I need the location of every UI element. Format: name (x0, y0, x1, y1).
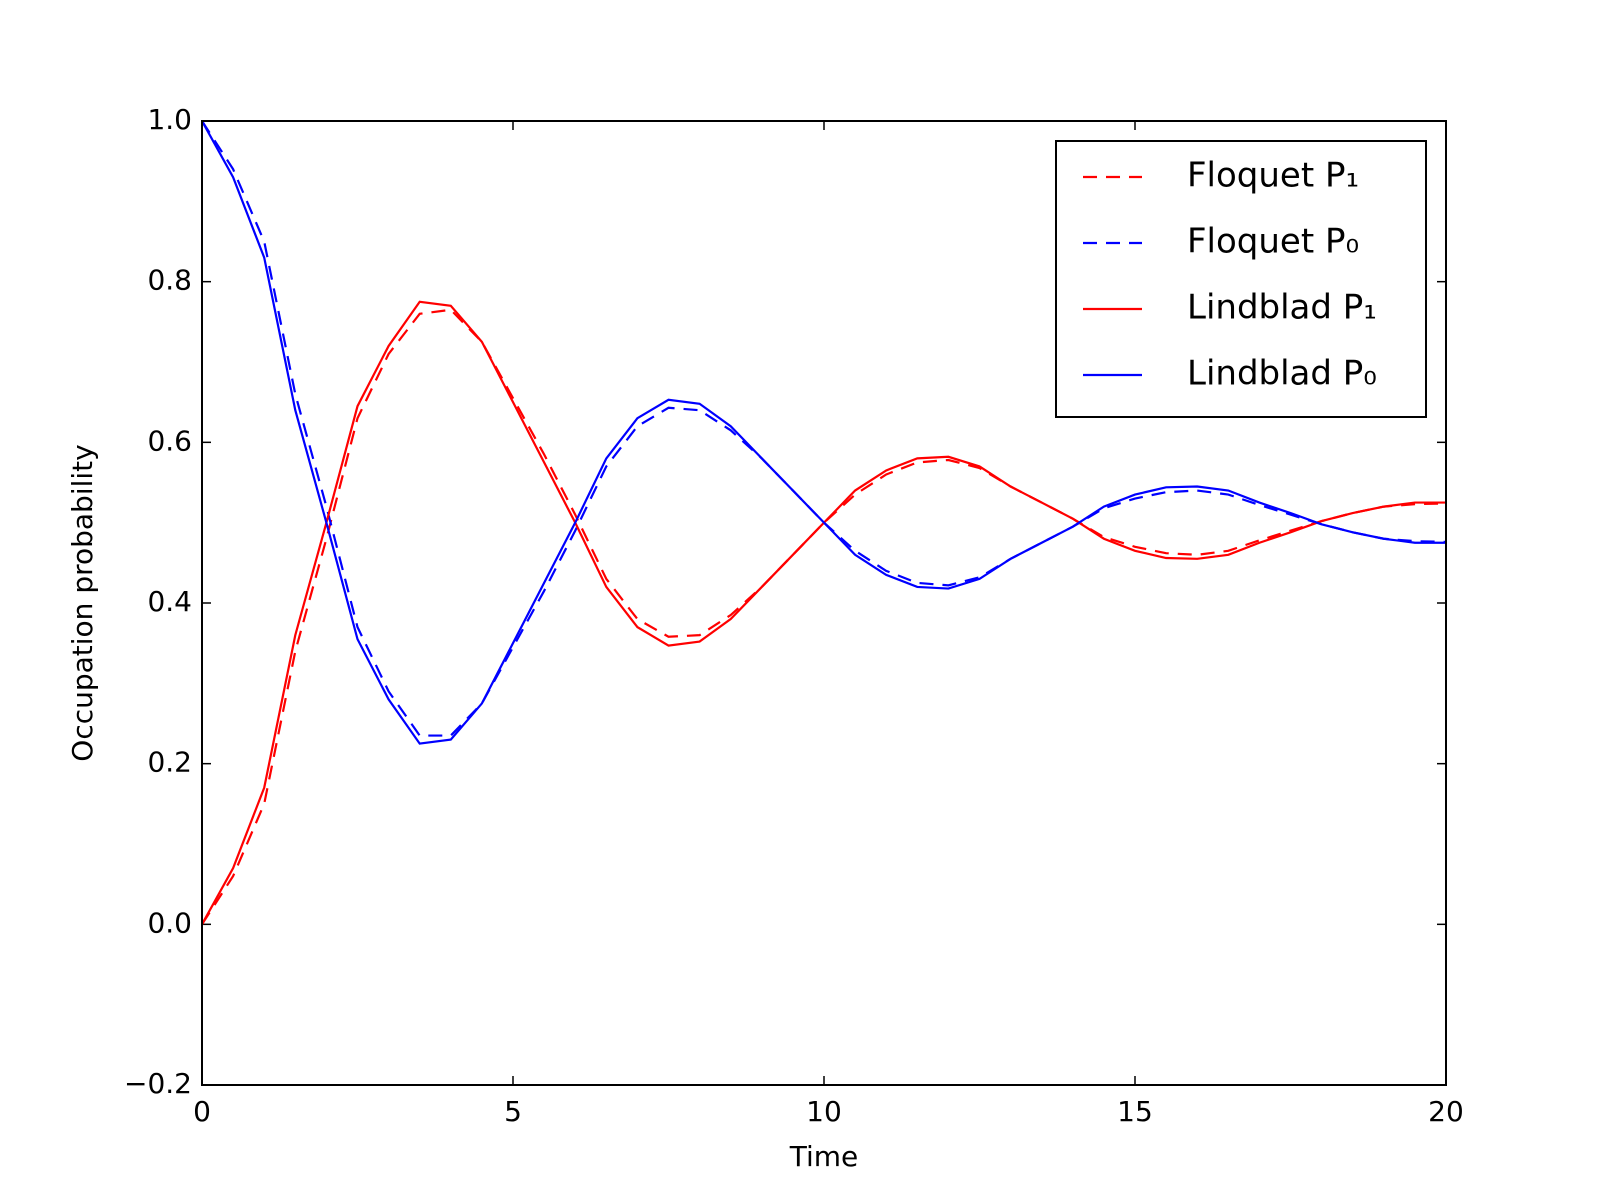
y-tick-label: 0.2 (147, 746, 192, 779)
x-tick-label: 15 (1117, 1095, 1153, 1128)
y-tick-label: 0.4 (147, 585, 192, 618)
y-tick-label: 0.8 (147, 264, 192, 297)
x-tick-label: 5 (504, 1095, 522, 1128)
line-series (201, 120, 1446, 745)
legend-label: Lindblad P₁ (1187, 288, 1377, 328)
x-axis-label: Time (789, 1140, 859, 1173)
y-tick-label: 0.6 (147, 424, 192, 457)
legend-label: Floquet P₁ (1187, 156, 1359, 196)
y-tick-label: 1.0 (147, 103, 192, 136)
y-axis-label: Occupation probability (66, 444, 99, 761)
legend-label: Floquet P₀ (1187, 222, 1359, 262)
x-tick-label: 20 (1428, 1095, 1464, 1128)
legend-box (1055, 140, 1427, 418)
x-tick-label: 0 (193, 1095, 211, 1128)
x-tick-label: 10 (806, 1095, 842, 1128)
legend-label: Lindblad P₀ (1187, 354, 1377, 394)
y-tick-label: 0.0 (147, 906, 192, 939)
plot-frame (201, 120, 1447, 1086)
y-tick-label: −0.2 (124, 1067, 192, 1100)
